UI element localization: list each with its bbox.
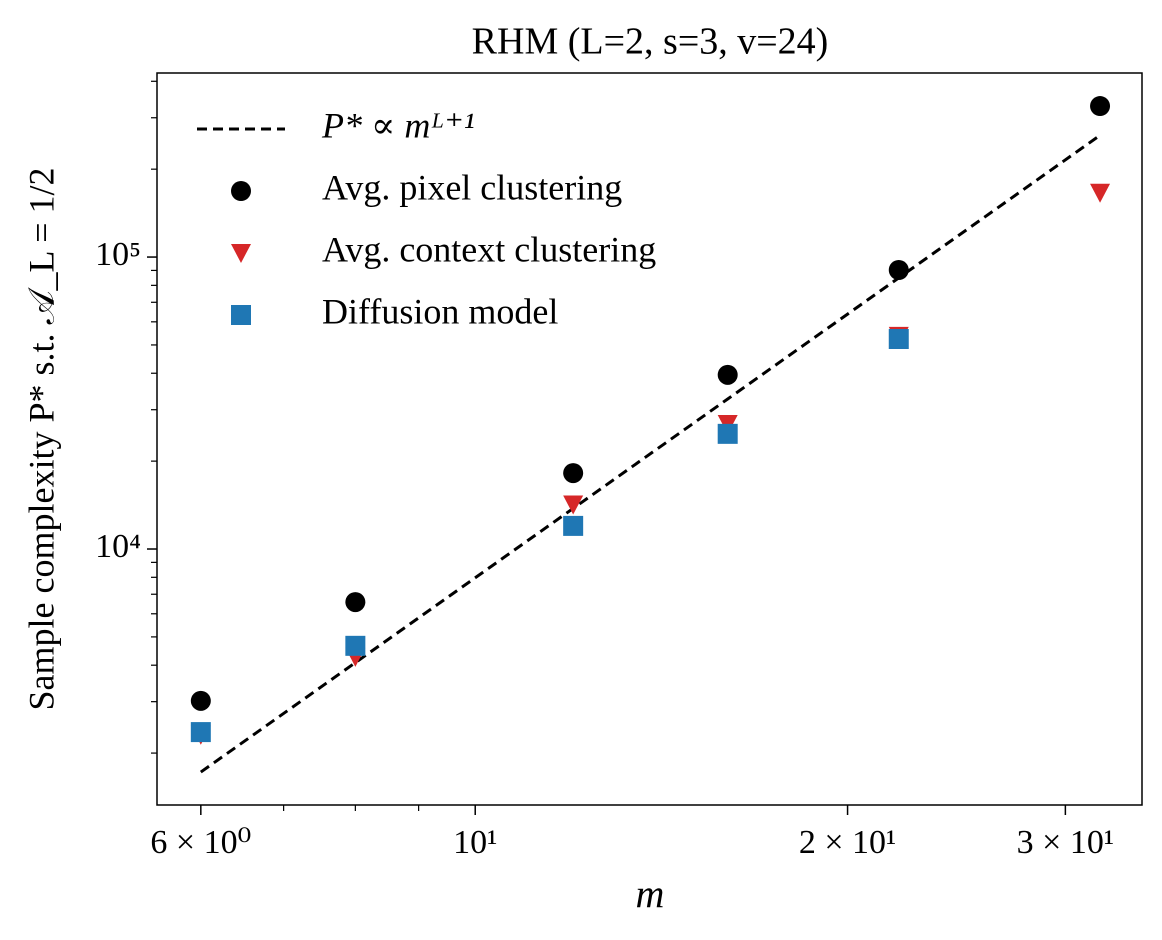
legend-marker xyxy=(231,305,251,325)
point xyxy=(563,495,584,515)
x-axis-label: m xyxy=(636,871,665,916)
legend-label: P* ∝ mᴸ⁺¹ xyxy=(321,105,475,145)
plot-frame xyxy=(156,72,1143,806)
point xyxy=(563,515,584,536)
legend-marker xyxy=(231,181,251,201)
legend-label: Avg. context clustering xyxy=(322,229,656,269)
point xyxy=(563,463,584,484)
x-tick-label: 2 × 10¹ xyxy=(799,824,896,861)
legend-label: Diffusion model xyxy=(322,291,558,331)
point xyxy=(717,423,738,444)
legend-label: Avg. pixel clustering xyxy=(322,167,622,207)
point xyxy=(1090,183,1111,203)
x-tick-label: 10¹ xyxy=(453,824,497,861)
point xyxy=(190,722,211,743)
fit-line xyxy=(199,134,1101,774)
point xyxy=(190,690,211,711)
point xyxy=(888,328,909,349)
y-tick-label: 10⁴ xyxy=(95,528,141,565)
legend-marker xyxy=(231,244,251,263)
point xyxy=(1090,96,1111,117)
y-tick-label: 10⁵ xyxy=(95,236,141,273)
x-tick-label: 6 × 10⁰ xyxy=(150,824,251,861)
chart-title: RHM (L=2, s=3, v=24) xyxy=(472,21,829,63)
point xyxy=(345,592,366,613)
point xyxy=(717,364,738,385)
x-tick-label: 3 × 10¹ xyxy=(1017,824,1114,861)
point xyxy=(345,635,366,656)
y-axis-label: Sample complexity P* s.t. 𝒜_L = 1/2 xyxy=(21,168,61,711)
point xyxy=(888,259,909,280)
